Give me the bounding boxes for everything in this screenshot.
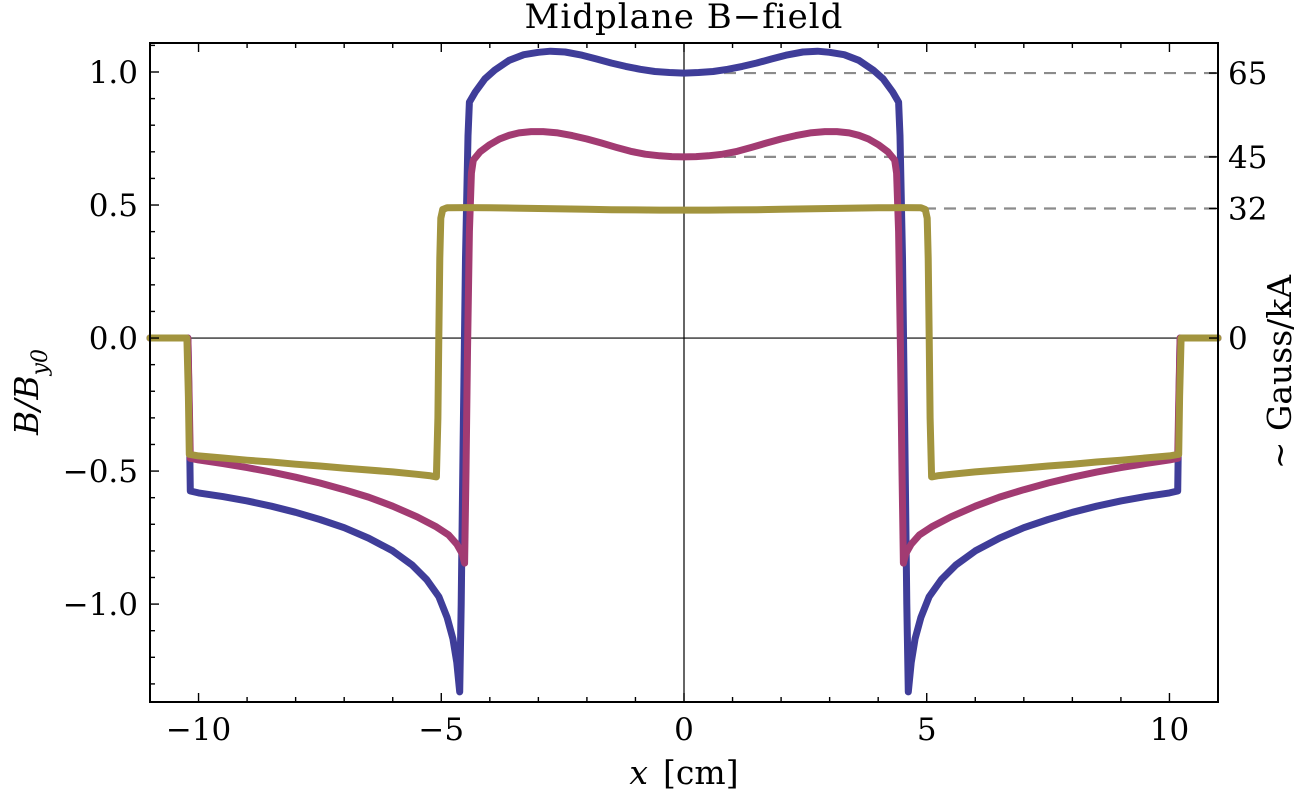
x-tick-label: 0: [674, 712, 694, 748]
right-tick-label: 0: [1228, 321, 1248, 357]
y-axis-label-left: B/By0: [7, 349, 53, 436]
right-tick-label: 65: [1228, 56, 1267, 92]
chart-title: Midplane B−field: [525, 0, 844, 37]
x-axis-label: x [cm]: [629, 753, 738, 792]
x-tick-label: 5: [917, 712, 937, 748]
right-tick-label: 45: [1228, 140, 1267, 176]
y-tick-label: −0.5: [63, 454, 138, 490]
y-axis-label-left-main: B/B: [7, 375, 46, 436]
y-tick-label: −1.0: [63, 587, 138, 623]
curves-group: [146, 47, 1222, 696]
x-tick-label: −5: [418, 712, 464, 748]
x-tick-label: −10: [166, 712, 231, 748]
series-curve-45: [146, 128, 1222, 567]
x-tick-label: 10: [1150, 712, 1189, 748]
inner-axes: [150, 43, 1218, 702]
y-tick-label: 0.5: [89, 188, 138, 224]
tick-marks-group: [150, 43, 1218, 702]
tick-labels-group: −10 −5 0 5 10 −1.0 −0.5 0.0 0.5 1.0 65 45 32 0: [63, 55, 1268, 748]
y-axis-label-left-subscript: y0: [28, 349, 53, 376]
right-tick-label: 32: [1228, 191, 1267, 227]
y-tick-label: 0.0: [89, 321, 138, 357]
x-axis-label-variable: x: [629, 753, 648, 792]
x-axis-label-unit: [cm]: [663, 753, 739, 792]
series-curve-32: [146, 204, 1222, 481]
y-tick-label: 1.0: [89, 55, 138, 91]
series-curve-65: [146, 47, 1222, 696]
y-axis-label-right: ~ Gauss/kA: [1260, 274, 1299, 469]
